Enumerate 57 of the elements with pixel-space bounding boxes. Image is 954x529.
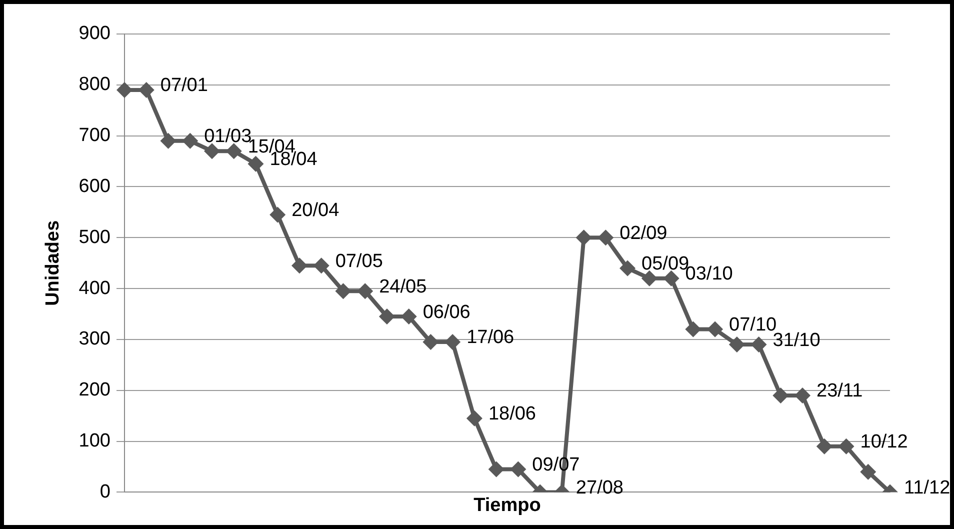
text: 11/12 [904, 477, 950, 498]
point [116, 82, 132, 98]
point [466, 410, 482, 426]
annotation: 07/01 [160, 75, 208, 96]
annotation: 31/10 [772, 330, 820, 351]
point [838, 438, 854, 454]
annotation: 24/05 [379, 276, 427, 298]
y-tick-label: 200 [78, 380, 110, 401]
point [204, 143, 220, 160]
annotation: 07/05 [335, 250, 383, 272]
point [860, 464, 876, 480]
x-axis-title: Tiempo [474, 494, 541, 516]
y-tick-label: 500 [78, 226, 110, 248]
annotation: 18/06 [488, 404, 536, 425]
y-axis-title: Unidades [42, 220, 64, 306]
point [598, 230, 614, 246]
point [576, 230, 592, 246]
point [620, 260, 636, 276]
y-tick-label: 100 [78, 430, 110, 452]
point [488, 461, 504, 478]
point [663, 270, 680, 286]
point [707, 321, 724, 338]
point [248, 156, 264, 172]
point [400, 308, 417, 325]
annotation: 17/06 [466, 327, 514, 348]
annotation: 02/09 [620, 222, 668, 244]
annotation: 06/06 [422, 302, 470, 323]
y-tick-label: 400 [78, 278, 110, 299]
point [160, 132, 176, 149]
annotation: 23/11 [816, 380, 863, 402]
y-tick-label: 800 [78, 74, 110, 96]
point [794, 387, 811, 404]
point [772, 387, 789, 404]
annotation: 10/12 [860, 432, 908, 453]
y-tick-label: 300 [78, 328, 110, 350]
point [816, 438, 832, 454]
point [750, 336, 767, 353]
y-tick-label: 600 [78, 176, 110, 197]
y-tick-label: 900 [78, 23, 110, 44]
point [422, 334, 439, 350]
point [510, 461, 526, 478]
y-tick-label: 0 [100, 481, 110, 502]
annotation: 27/08 [576, 477, 624, 498]
point [270, 206, 286, 223]
point [226, 143, 242, 160]
point [335, 283, 352, 300]
annotation: 20/04 [292, 200, 340, 221]
point [641, 270, 658, 286]
point [685, 321, 702, 338]
point [313, 258, 330, 274]
point [728, 336, 745, 353]
point [444, 334, 461, 350]
y-tick-label: 700 [78, 125, 110, 146]
point [291, 258, 308, 274]
point [378, 308, 395, 325]
point [357, 283, 374, 300]
point [182, 132, 198, 149]
